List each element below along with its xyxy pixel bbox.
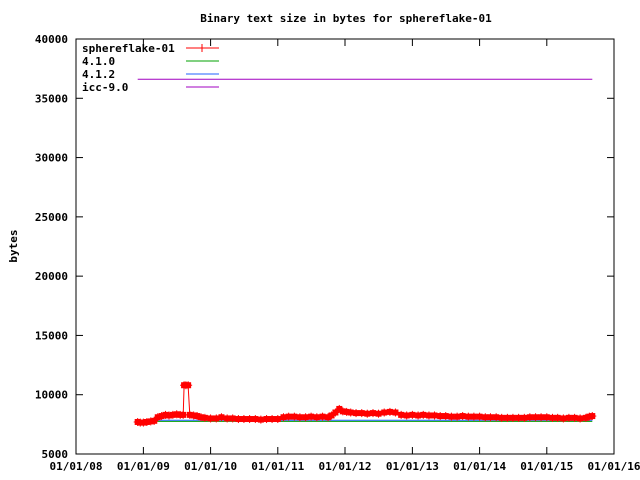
x-tick-label: 01/01/14 — [453, 460, 506, 473]
data-point — [391, 408, 400, 417]
chart-title: Binary text size in bytes for sphereflak… — [200, 12, 492, 25]
x-tick-label: 01/01/09 — [117, 460, 170, 473]
data-point — [307, 412, 316, 421]
data-point — [150, 416, 159, 425]
legend-label: 4.1.2 — [82, 68, 115, 81]
y-tick-label: 25000 — [35, 211, 68, 224]
y-tick-label: 5000 — [42, 448, 69, 461]
data-point — [441, 412, 450, 421]
y-axis-label: bytes — [7, 229, 20, 262]
data-point — [402, 411, 411, 420]
y-tick-label: 35000 — [35, 92, 68, 105]
data-point — [430, 411, 439, 420]
data-point — [380, 408, 389, 417]
data-point — [363, 409, 372, 418]
data-point — [542, 413, 551, 422]
data-point — [553, 413, 562, 422]
plot-frame — [75, 38, 615, 455]
x-tick-label: 01/01/11 — [251, 460, 304, 473]
data-point — [331, 408, 340, 417]
x-axis-ticks: 01/01/08 01/01/09 01/01/10 01/01/11 01/01/12… — [50, 39, 640, 473]
x-tick-label: 01/01/10 — [184, 460, 237, 473]
legend-label: 4.1.0 — [82, 55, 115, 68]
data-point — [273, 415, 282, 424]
data-point — [200, 413, 209, 422]
series-layer — [133, 78, 597, 427]
x-tick-label: 01/01/13 — [386, 460, 439, 473]
data-point — [419, 410, 428, 419]
y-tick-label: 40000 — [35, 33, 68, 46]
legend-label: icc-9.0 — [82, 81, 128, 94]
y-tick-label: 30000 — [35, 152, 68, 165]
data-point — [408, 410, 417, 419]
data-point — [374, 409, 383, 418]
data-point — [588, 412, 597, 421]
data-point — [256, 415, 265, 424]
x-tick-label: 01/01/16 — [588, 460, 640, 473]
data-point — [217, 413, 226, 422]
plot-border — [75, 38, 615, 455]
y-tick-label: 10000 — [35, 389, 68, 402]
data-point — [458, 412, 467, 421]
y-tick-label: 20000 — [35, 270, 68, 283]
data-point — [312, 413, 321, 422]
data-point — [228, 414, 237, 423]
x-tick-label: 01/01/12 — [319, 460, 372, 473]
y-tick-label: 15000 — [35, 329, 68, 342]
data-point — [475, 412, 484, 421]
data-point — [576, 414, 585, 423]
legend-label: sphereflake-01 — [82, 42, 175, 55]
y-axis-ticks: 5000 10000 15000 20000 25000 30000 35000 40000 — [35, 33, 614, 461]
data-point — [184, 381, 193, 390]
x-tick-label: 01/01/08 — [50, 460, 103, 473]
x-tick-label: 01/01/15 — [520, 460, 573, 473]
